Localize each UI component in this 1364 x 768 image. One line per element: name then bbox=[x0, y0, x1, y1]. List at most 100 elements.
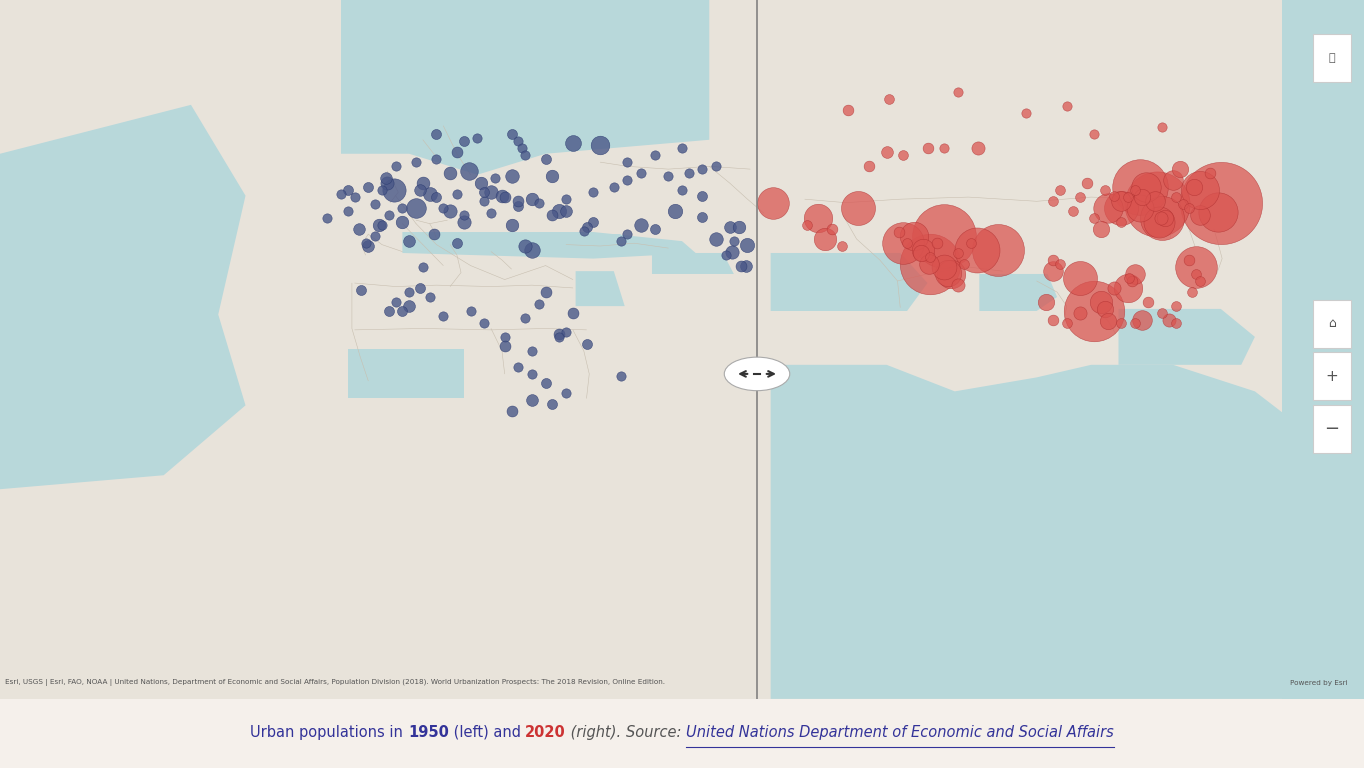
Point bbox=[892, 149, 914, 161]
Point bbox=[722, 246, 743, 258]
Point bbox=[471, 177, 492, 189]
Point bbox=[1162, 174, 1184, 187]
Point bbox=[514, 149, 536, 161]
Point bbox=[1103, 190, 1125, 202]
Polygon shape bbox=[771, 253, 928, 311]
Point bbox=[364, 230, 386, 243]
Text: ⌂: ⌂ bbox=[1329, 317, 1335, 330]
Point bbox=[535, 153, 557, 165]
Point bbox=[933, 142, 955, 154]
Point bbox=[644, 223, 666, 235]
Point bbox=[548, 205, 570, 217]
Point bbox=[473, 195, 495, 207]
Point bbox=[453, 135, 475, 147]
Point bbox=[542, 209, 563, 221]
Polygon shape bbox=[341, 0, 709, 175]
Point bbox=[1097, 316, 1118, 328]
Point bbox=[521, 345, 543, 357]
Point bbox=[735, 260, 757, 272]
Point bbox=[385, 161, 406, 173]
Point bbox=[1189, 184, 1211, 197]
Point bbox=[439, 205, 461, 217]
Point bbox=[555, 193, 577, 205]
Point bbox=[382, 184, 404, 197]
Point bbox=[797, 219, 818, 231]
FancyBboxPatch shape bbox=[1314, 405, 1352, 453]
Point bbox=[432, 202, 454, 214]
Point bbox=[419, 291, 441, 303]
Point bbox=[1083, 212, 1105, 224]
Text: Powered by Esri: Powered by Esri bbox=[1290, 680, 1348, 687]
Point bbox=[644, 149, 666, 161]
Point bbox=[1069, 272, 1091, 284]
Polygon shape bbox=[1282, 0, 1364, 699]
Point bbox=[494, 191, 516, 204]
Point bbox=[1178, 254, 1200, 266]
Point bbox=[391, 216, 413, 228]
Point bbox=[1094, 184, 1116, 197]
Point bbox=[1069, 191, 1091, 204]
Point bbox=[501, 128, 522, 141]
Point bbox=[617, 156, 638, 168]
Point bbox=[1049, 258, 1071, 270]
Point bbox=[919, 251, 941, 263]
Point bbox=[831, 240, 852, 252]
Point bbox=[1118, 272, 1140, 284]
Point bbox=[357, 240, 379, 252]
Point bbox=[521, 193, 543, 205]
Text: +: + bbox=[1326, 369, 1338, 384]
Point bbox=[501, 405, 522, 417]
Point bbox=[762, 197, 784, 209]
Point bbox=[1165, 300, 1187, 313]
Point bbox=[610, 235, 632, 247]
Point bbox=[1117, 191, 1139, 204]
Point bbox=[728, 221, 750, 233]
Polygon shape bbox=[771, 365, 1364, 699]
Point bbox=[1056, 100, 1078, 112]
Point bbox=[1056, 316, 1078, 329]
Point bbox=[378, 305, 400, 317]
Point bbox=[1124, 184, 1146, 197]
Point bbox=[630, 219, 652, 231]
Point bbox=[1151, 212, 1173, 224]
Point bbox=[562, 137, 584, 150]
Point bbox=[1129, 202, 1151, 214]
Point bbox=[913, 244, 934, 257]
Point bbox=[573, 224, 595, 237]
Point bbox=[562, 307, 584, 319]
Polygon shape bbox=[979, 274, 1057, 311]
Point bbox=[507, 195, 529, 207]
Point bbox=[1090, 296, 1112, 308]
Point bbox=[426, 191, 447, 204]
Point bbox=[919, 258, 941, 270]
Point bbox=[1185, 268, 1207, 280]
Point bbox=[344, 191, 366, 204]
Point bbox=[371, 184, 393, 197]
Point bbox=[351, 284, 372, 296]
Point bbox=[555, 386, 577, 399]
Point bbox=[378, 209, 400, 221]
Point bbox=[484, 172, 506, 184]
Point bbox=[917, 142, 938, 154]
Point bbox=[715, 249, 737, 261]
Point bbox=[947, 279, 968, 291]
Text: (right).: (right). bbox=[566, 724, 626, 740]
Point bbox=[542, 170, 563, 182]
Point bbox=[364, 198, 386, 210]
Point bbox=[933, 230, 955, 243]
Point bbox=[337, 184, 359, 197]
Text: Urban populations in: Urban populations in bbox=[251, 724, 408, 740]
Text: Esri, USGS | Esri, FAO, NOAA | United Nations, Department of Economic and Social: Esri, USGS | Esri, FAO, NOAA | United Na… bbox=[5, 680, 666, 687]
Point bbox=[926, 237, 948, 250]
Point bbox=[910, 247, 932, 259]
Point bbox=[705, 161, 727, 173]
Point bbox=[1124, 268, 1146, 280]
Point bbox=[947, 247, 968, 259]
Point bbox=[1144, 195, 1166, 207]
Point bbox=[528, 298, 550, 310]
Point bbox=[582, 216, 604, 228]
Point bbox=[1076, 177, 1098, 189]
Point bbox=[1181, 286, 1203, 298]
Point bbox=[947, 86, 968, 98]
Point bbox=[1042, 195, 1064, 207]
